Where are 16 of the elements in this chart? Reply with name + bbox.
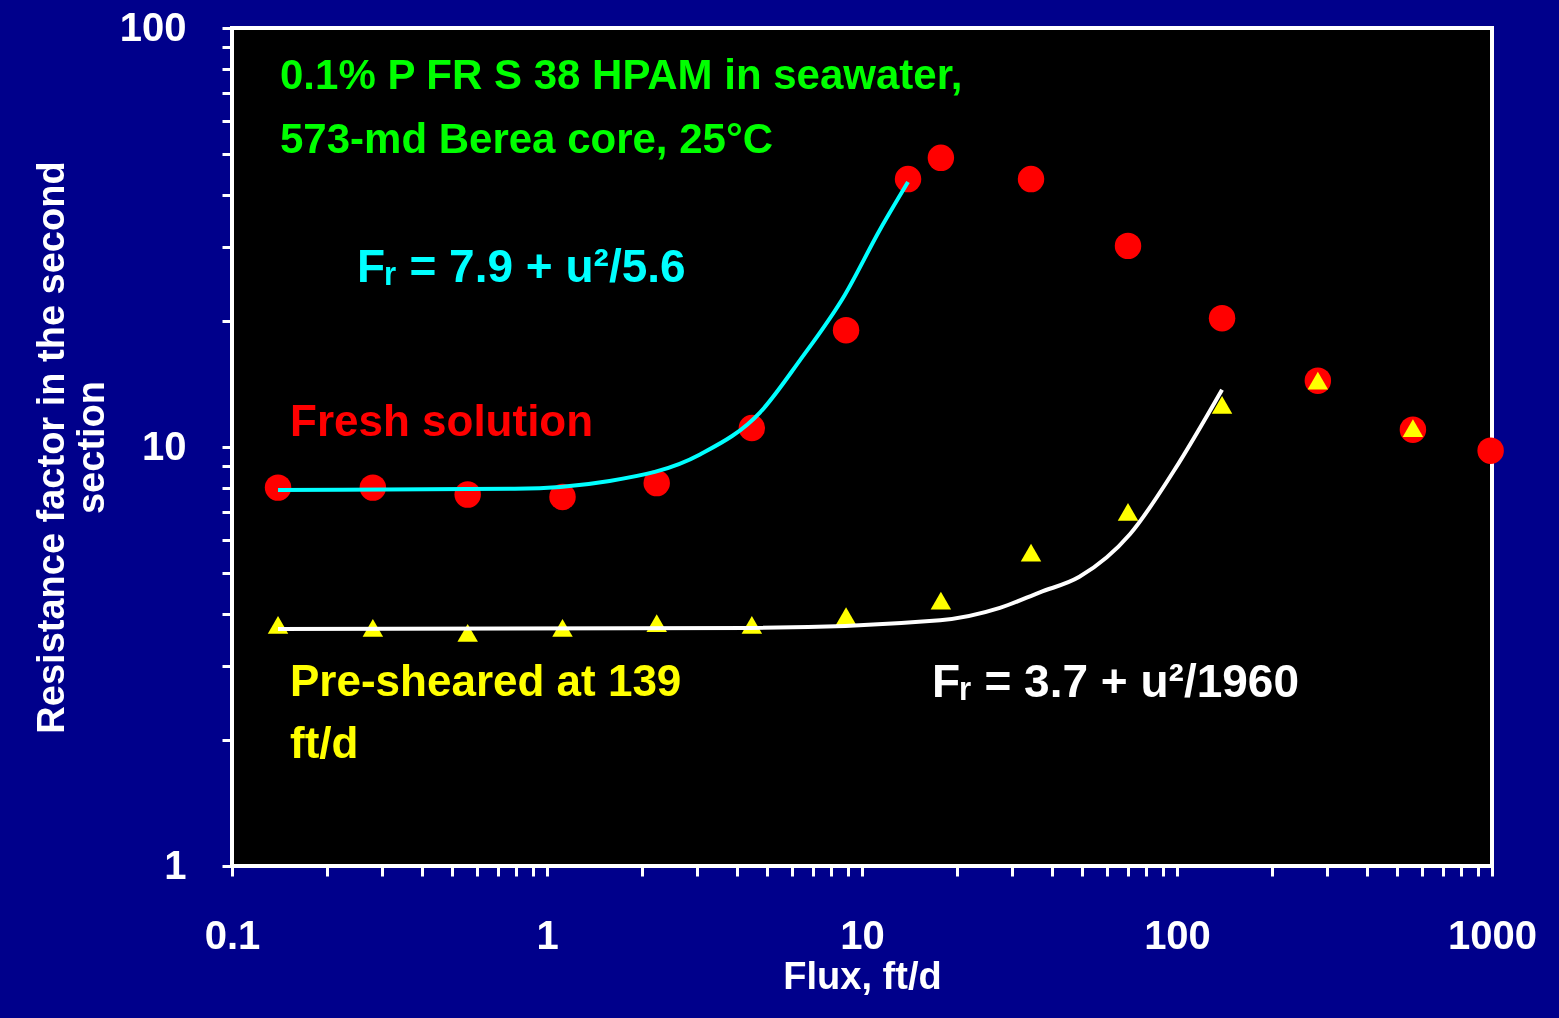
x-axis-title: Flux, ft/d (783, 954, 942, 997)
y-tick-label: 10 (142, 423, 187, 468)
x-tick-label: 100 (1144, 912, 1211, 957)
text: Fᵣ = 7.9 + u²/5.6 (357, 240, 686, 292)
x-tick-label: 10 (840, 912, 885, 957)
series-label: Fresh solution (290, 396, 594, 445)
y-axis-title: Resistance factor in the second section (29, 161, 112, 734)
y-tick-label: 1 (164, 842, 187, 887)
annotation: 573-md Berea core, 25°C (280, 115, 774, 162)
x-tick-label: 1 (536, 912, 559, 957)
x-tick-label: 1000 (1448, 912, 1537, 957)
y-tick-label: 100 (119, 4, 187, 49)
x-tick-label: 0.1 (204, 912, 261, 957)
series-label: Fᵣ = 3.7 + u²/1960 (932, 655, 1300, 707)
series-label: Pre-sheared at 139 ft/d (290, 656, 682, 767)
annotation: 0.1% P FR S 38 HPAM in seawater, (280, 51, 963, 98)
